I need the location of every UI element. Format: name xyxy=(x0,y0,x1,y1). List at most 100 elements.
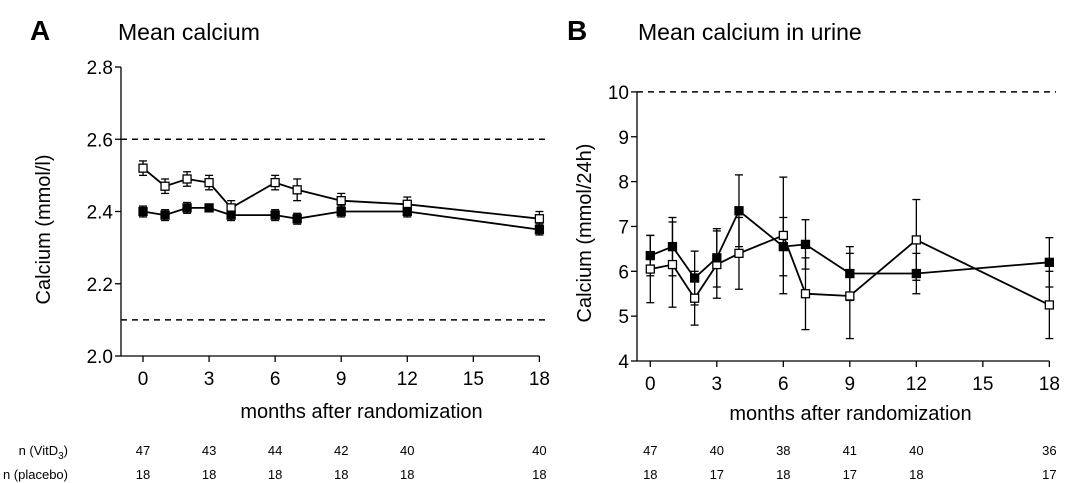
panel-b-n-placebo: 17 xyxy=(710,467,724,482)
panel-a-x-tick-label: 6 xyxy=(270,369,281,390)
panel-a-series-1-point xyxy=(138,163,148,173)
n-placebo-row-label: n (placebo) xyxy=(3,467,68,482)
panel-a-series-2-point xyxy=(402,206,412,217)
panel-b-x-tick-label: 15 xyxy=(972,374,993,395)
panel-b-series-1-point xyxy=(667,259,678,270)
panel-a-series-1-point xyxy=(182,174,192,184)
panel-a-series-1-point xyxy=(292,185,302,195)
panel-b-x-tick-label: 0 xyxy=(645,374,656,395)
panel-a-series-2-point xyxy=(204,203,214,213)
panel-a-y-tick-label: 2.0 xyxy=(87,347,113,368)
panel-a-series-1-point xyxy=(336,196,346,206)
panel-b-letter: B xyxy=(567,15,587,46)
panel-a-x-tick-label: 18 xyxy=(529,369,550,390)
panel-a-letter: A xyxy=(30,15,50,46)
panel-a-x-tick-label: 9 xyxy=(336,369,347,390)
panel-b-title: Mean calcium in urine xyxy=(638,19,862,45)
panel-a-n-vitd3: 47 xyxy=(136,443,150,458)
panel-b-n-placebo: 18 xyxy=(776,467,790,482)
panel-b-series-1-point xyxy=(845,291,855,301)
panel-b-n-vitd3: 40 xyxy=(710,443,724,458)
panel-b-series-1-point xyxy=(800,289,811,299)
panel-a-y-tick-label: 2.4 xyxy=(87,203,114,224)
panel-a-n-placebo: 18 xyxy=(532,467,546,482)
panel-a-x-axis-label: months after randomization xyxy=(240,401,482,423)
panel-a-n-vitd3: 43 xyxy=(202,443,216,458)
panel-b-x-axis-label: months after randomization xyxy=(729,403,971,425)
panel-b-series-1-point xyxy=(645,264,655,274)
panel-b-series-1-point xyxy=(1044,300,1054,310)
panel-b-series-2-point xyxy=(734,206,744,216)
panel-a-n-placebo: 18 xyxy=(136,467,150,482)
panel-a-series-1-point xyxy=(204,177,214,188)
panel-b-n-placebo: 18 xyxy=(909,467,923,482)
panel-b-y-axis-label: Calcium (mmol/24h) xyxy=(574,144,596,323)
panel-b-n-vitd3: 41 xyxy=(843,443,857,458)
panel-b-series-1-point xyxy=(911,235,921,245)
panel-a-series-2-point xyxy=(182,203,192,213)
panel-b-n-vitd3: 38 xyxy=(776,443,790,458)
panel-a-series-2-point xyxy=(336,206,346,217)
panel-a-series-2-line xyxy=(142,206,540,231)
panel-b-x-tick-label: 3 xyxy=(712,374,723,395)
panel-a-y-tick-label: 2.8 xyxy=(87,58,113,79)
panel-b-series-2-point xyxy=(778,241,788,252)
panel-b-x-tick-label: 18 xyxy=(1039,374,1060,395)
panel-b-series-2-point xyxy=(667,241,678,252)
panel-a-y-tick-label: 2.6 xyxy=(87,130,113,151)
panel-a-series-1-point xyxy=(534,214,545,224)
panel-a-series-2-point xyxy=(138,206,148,217)
panel-b-x-tick-label: 12 xyxy=(906,374,927,395)
panel-a-n-placebo: 18 xyxy=(334,467,348,482)
panel-b-series-1-point xyxy=(734,248,744,259)
panel-b-x-tick-label: 9 xyxy=(845,374,856,395)
panel-b-n-placebo: 18 xyxy=(643,467,657,482)
panel-a-series-2-point xyxy=(270,210,280,220)
panel-a-n-placebo: 18 xyxy=(400,467,414,482)
panel-b-series-2-point xyxy=(1044,257,1054,267)
panel-b-n-placebo: 17 xyxy=(843,467,857,482)
panel-b-series-1-point xyxy=(689,293,700,303)
panel-b-y-tick-label: 8 xyxy=(618,173,629,194)
panel-b-x-tick-label: 6 xyxy=(778,374,789,395)
panel-a-n-vitd3: 44 xyxy=(268,443,282,458)
panel-a-n-vitd3: 42 xyxy=(334,443,348,458)
panel-a-series-2-point xyxy=(534,224,545,235)
panel-a-n-vitd3: 40 xyxy=(400,443,414,458)
panel-b-series-2-point xyxy=(845,268,855,279)
panel-a-series-1-point xyxy=(270,177,280,188)
panel-a-x-tick-label: 3 xyxy=(204,369,215,390)
panel-b-series-2-point xyxy=(689,273,700,283)
panel-a-n-placebo: 18 xyxy=(268,467,282,482)
panel-b-n-placebo: 17 xyxy=(1042,467,1056,482)
panel-b-series-1-line xyxy=(650,234,1050,306)
panel-b-series-1-point xyxy=(778,230,788,241)
n-vitd3-row-label: n (VitD3) xyxy=(19,443,68,462)
panel-a-series-2-point xyxy=(160,210,170,220)
panel-a-n-vitd3: 40 xyxy=(532,443,546,458)
panel-a-y-tick-label: 2.2 xyxy=(87,275,113,296)
panel-b-series-2-line xyxy=(649,209,1050,280)
panel-b-y-tick-label: 5 xyxy=(618,307,629,328)
panel-a-n-placebo: 18 xyxy=(202,467,216,482)
panel-b-y-tick-label: 6 xyxy=(618,262,629,283)
panel-b-y-tick-label: 9 xyxy=(618,128,629,149)
panel-a-x-tick-label: 0 xyxy=(138,369,149,390)
panel-b-y-tick-label: 10 xyxy=(608,83,629,104)
panel-b-series-2-point xyxy=(712,253,722,263)
panel-a-title: Mean calcium xyxy=(118,19,260,45)
panel-a-series-1-line xyxy=(142,167,540,220)
panel-b-series-2-point xyxy=(645,250,655,261)
panel-a-x-tick-label: 15 xyxy=(463,369,484,390)
panel-b-series-2-point xyxy=(911,268,921,279)
panel-a-series-1-point xyxy=(160,181,170,191)
panel-a-x-tick-label: 12 xyxy=(397,369,418,390)
panel-b-n-vitd3: 36 xyxy=(1042,443,1056,458)
panel-a-series-2-point xyxy=(226,210,236,220)
panel-b-series-2-point xyxy=(800,239,811,250)
panel-b-y-tick-label: 7 xyxy=(618,217,629,238)
panel-a-series-2-point xyxy=(292,214,302,224)
panel-b-n-vitd3: 47 xyxy=(643,443,657,458)
panel-a-y-axis-label: Calcium (mmol/l) xyxy=(33,155,55,305)
